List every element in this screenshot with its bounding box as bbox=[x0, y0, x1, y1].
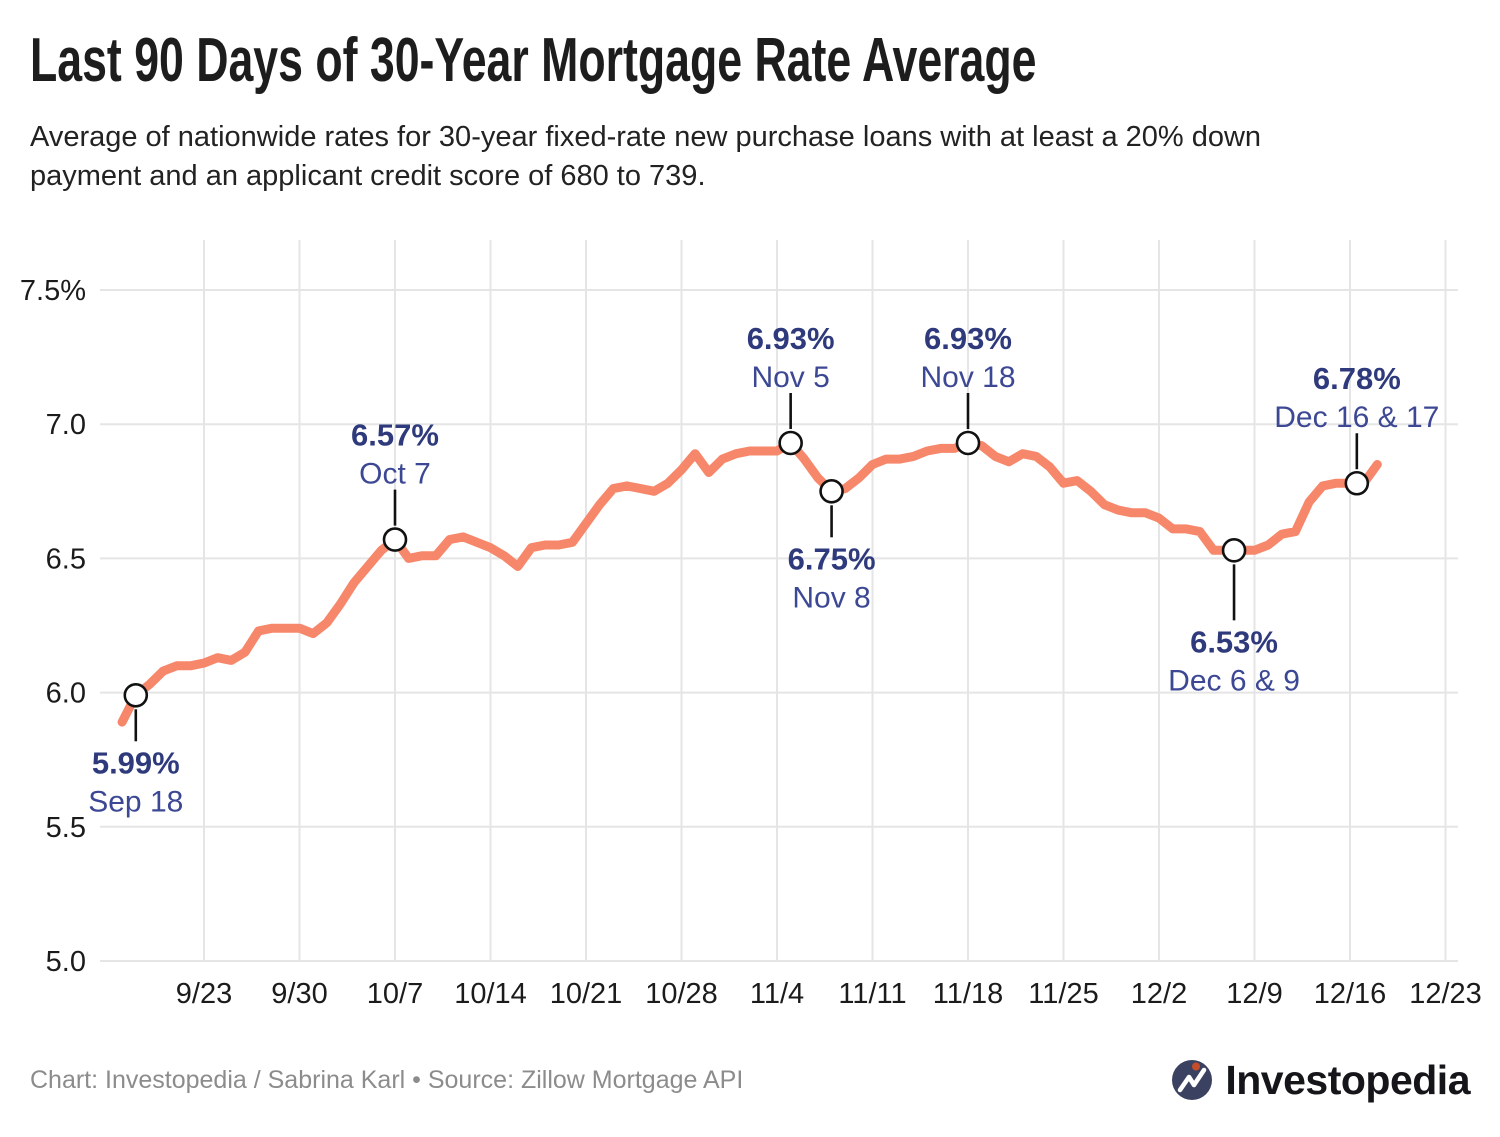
x-tick-label: 10/7 bbox=[367, 978, 423, 1010]
page-title: Last 90 Days of 30-Year Mortgage Rate Av… bbox=[30, 26, 1037, 95]
annotation-date: Dec 16 & 17 bbox=[1274, 401, 1439, 434]
chart-area: 7.5% 7.0 6.5 6.0 5.5 5.0 9/23 9/30 10/7 10/14 10/2… bbox=[0, 230, 1500, 1020]
annotation-value: 6.75% bbox=[788, 541, 876, 576]
annotation-value: 6.78% bbox=[1313, 361, 1401, 396]
y-tick-label: 5.0 bbox=[46, 946, 86, 978]
annotation-value: 6.93% bbox=[924, 321, 1012, 356]
x-tick-label: 10/21 bbox=[550, 978, 623, 1010]
marker-dot bbox=[123, 682, 149, 708]
logo-zigzag-i bbox=[1178, 1067, 1207, 1093]
x-tick-label: 11/11 bbox=[838, 978, 906, 1010]
chart-footer: Chart: Investopedia / Sabrina Karl • Sou… bbox=[0, 1048, 1500, 1112]
marker-dot bbox=[1221, 538, 1247, 563]
annotation-value: 6.53% bbox=[1190, 624, 1278, 659]
x-tick-label: 11/25 bbox=[1028, 978, 1098, 1010]
x-tick-label: 12/16 bbox=[1314, 978, 1387, 1010]
annotation-date: Sep 18 bbox=[88, 785, 183, 818]
annotation-date: Nov 5 bbox=[751, 361, 829, 394]
chart-header: Last 90 Days of 30-Year Mortgage Rate Av… bbox=[0, 0, 1500, 196]
marker-dot bbox=[778, 430, 803, 456]
annotation-date: Oct 7 bbox=[359, 458, 431, 491]
x-tick-label: 11/4 bbox=[750, 978, 804, 1010]
rate-line bbox=[117, 438, 1382, 727]
annotation-date: Nov 18 bbox=[920, 361, 1015, 394]
chart-subtitle-line2: payment and an applicant credit score of… bbox=[30, 160, 706, 192]
annotation-date: Nov 8 bbox=[792, 581, 870, 614]
chart-subtitle: Average of nationwide rates for 30-year … bbox=[30, 118, 1470, 196]
marker-dot bbox=[382, 527, 408, 552]
y-tick-label: 7.5% bbox=[20, 275, 86, 307]
annotation-date: Dec 6 & 9 bbox=[1168, 664, 1300, 697]
logo-i-dot-icon bbox=[1192, 1062, 1201, 1071]
x-tick-label: 12/23 bbox=[1409, 978, 1482, 1010]
y-tick-label: 6.5 bbox=[46, 543, 86, 575]
x-tick-label: 12/2 bbox=[1131, 978, 1187, 1010]
annotation-value: 5.99% bbox=[92, 745, 180, 780]
chart-subtitle-line1: Average of nationwide rates for 30-year … bbox=[30, 121, 1262, 153]
annotation-value: 6.93% bbox=[747, 321, 835, 356]
y-tick-label: 5.5 bbox=[46, 812, 86, 844]
investopedia-logo: Investopedia bbox=[1169, 1057, 1470, 1104]
investopedia-logo-text: Investopedia bbox=[1225, 1056, 1470, 1103]
mortgage-rate-line-chart: 7.5% 7.0 6.5 6.0 5.5 5.0 9/23 9/30 10/7 10/14 10/2… bbox=[20, 240, 1482, 1010]
investopedia-logo-icon bbox=[1172, 1060, 1213, 1100]
x-tick-label: 12/9 bbox=[1226, 978, 1282, 1010]
y-tick-label: 7.0 bbox=[46, 409, 86, 441]
x-tick-label: 11/18 bbox=[933, 978, 1003, 1010]
chart-credit: Chart: Investopedia / Sabrina Karl • Sou… bbox=[30, 1065, 744, 1094]
x-tick-label: 10/28 bbox=[645, 978, 718, 1010]
marker-dot bbox=[819, 478, 844, 504]
annotation-value: 6.57% bbox=[351, 418, 439, 453]
y-tick-label: 6.0 bbox=[46, 678, 86, 710]
x-tick-label: 10/14 bbox=[454, 978, 527, 1010]
marker-dot bbox=[1344, 470, 1370, 496]
marker-dot bbox=[955, 430, 981, 456]
x-tick-label: 9/23 bbox=[176, 978, 232, 1010]
x-tick-label: 9/30 bbox=[271, 978, 327, 1010]
